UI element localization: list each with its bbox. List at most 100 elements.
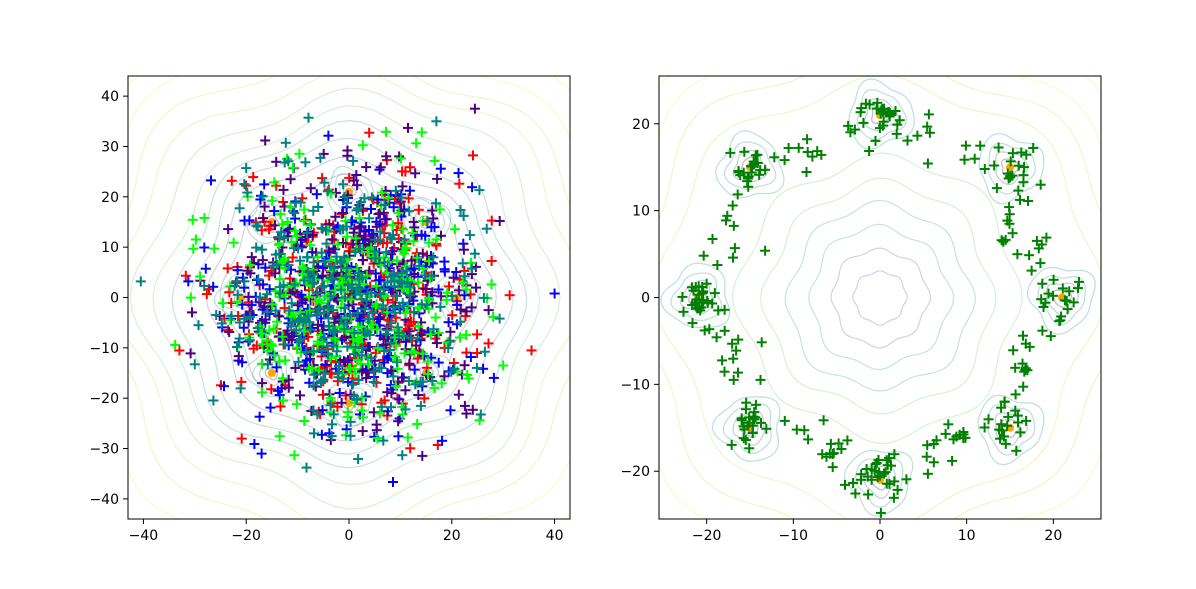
sample-point: [174, 345, 185, 356]
sample-point: [699, 325, 710, 336]
sample-point: [386, 402, 396, 413]
sample-point: [1054, 316, 1065, 327]
sample-point: [209, 243, 220, 254]
sample-point: [339, 192, 350, 202]
contour-line: [342, 184, 357, 199]
sample-point: [429, 382, 440, 393]
sample-point: [445, 405, 456, 416]
sample-point: [235, 383, 246, 394]
sample-point: [199, 213, 210, 223]
sample-point: [400, 385, 411, 396]
sample-point: [280, 289, 291, 300]
sample-point: [902, 135, 913, 146]
y-tick-label: 10: [101, 240, 119, 256]
sample-point: [338, 208, 349, 219]
y-tick-label: 0: [641, 291, 650, 307]
sample-point: [475, 409, 486, 420]
sample-point: [354, 221, 365, 232]
sample-point: [756, 337, 767, 348]
sample-point: [331, 346, 342, 357]
sample-point: [698, 250, 709, 261]
sample-point: [245, 260, 256, 271]
sample-point: [693, 303, 704, 314]
sample-point: [284, 305, 295, 316]
sample-point: [290, 363, 301, 373]
x-tick-label: 0: [345, 528, 354, 544]
sample-point: [342, 150, 353, 161]
contour-line: [723, 141, 777, 191]
sample-point: [327, 234, 338, 245]
mode-point: [345, 399, 353, 408]
sample-point: [275, 209, 286, 220]
sample-point: [353, 375, 364, 385]
sample-point: [466, 302, 477, 313]
contour-line: [1026, 266, 1096, 335]
sample-point: [248, 343, 259, 354]
sample-point: [755, 374, 766, 385]
sample-point: [856, 474, 866, 485]
sample-point: [355, 283, 366, 294]
sample-point: [374, 362, 385, 373]
sample-point: [748, 156, 759, 167]
sample-point: [273, 385, 284, 396]
sample-point: [420, 270, 430, 281]
sample-point: [1005, 156, 1016, 167]
sample-point: [494, 216, 505, 226]
sample-point: [740, 404, 751, 415]
sample-point: [884, 107, 894, 118]
sample-point: [344, 363, 355, 373]
sample-point: [361, 295, 372, 306]
sample-point: [843, 120, 854, 131]
sample-point: [406, 346, 417, 357]
sample-point: [219, 381, 229, 392]
sample-point: [234, 203, 245, 214]
sample-point: [336, 397, 347, 408]
sample-point: [285, 174, 296, 185]
sample-point: [374, 275, 384, 286]
sample-point: [242, 187, 253, 198]
sample-point: [463, 373, 474, 384]
sample-point: [461, 284, 472, 295]
sample-point: [193, 320, 204, 331]
sample-point: [1037, 278, 1048, 289]
sample-point: [991, 183, 1002, 194]
sample-point: [727, 338, 738, 349]
sample-point: [269, 206, 280, 217]
sample-point: [1021, 149, 1032, 160]
sample-point: [922, 121, 933, 132]
sample-point: [332, 239, 343, 250]
sample-point: [392, 290, 402, 301]
sample-point: [736, 413, 747, 424]
sample-point: [453, 168, 464, 179]
sample-point: [254, 411, 265, 422]
sample-point: [401, 265, 412, 276]
sample-point: [350, 368, 361, 379]
sample-point: [299, 416, 310, 426]
contour-line: [784, 199, 976, 392]
sample-point: [246, 252, 257, 263]
contour-line: [856, 88, 908, 141]
sample-point: [371, 281, 382, 291]
sample-point: [252, 221, 263, 232]
sample-point: [386, 365, 397, 376]
sample-point: [486, 279, 497, 290]
sample-point: [293, 356, 304, 367]
sample-point: [404, 185, 415, 196]
sample-point: [325, 400, 336, 411]
sample-point: [348, 175, 359, 186]
sample-point: [712, 260, 723, 270]
sample-point: [739, 424, 750, 435]
sample-point: [371, 419, 382, 430]
sample-point: [874, 123, 885, 134]
sample-point: [393, 327, 404, 338]
x-tick-label: −20: [231, 528, 261, 544]
sample-point: [303, 310, 314, 321]
sample-point: [373, 314, 384, 324]
sample-point: [825, 438, 836, 449]
sample-point: [288, 243, 299, 254]
sample-point: [397, 181, 408, 192]
sample-point: [287, 162, 298, 173]
sample-point: [238, 322, 249, 333]
sample-point: [349, 327, 360, 338]
sample-point: [889, 476, 900, 487]
